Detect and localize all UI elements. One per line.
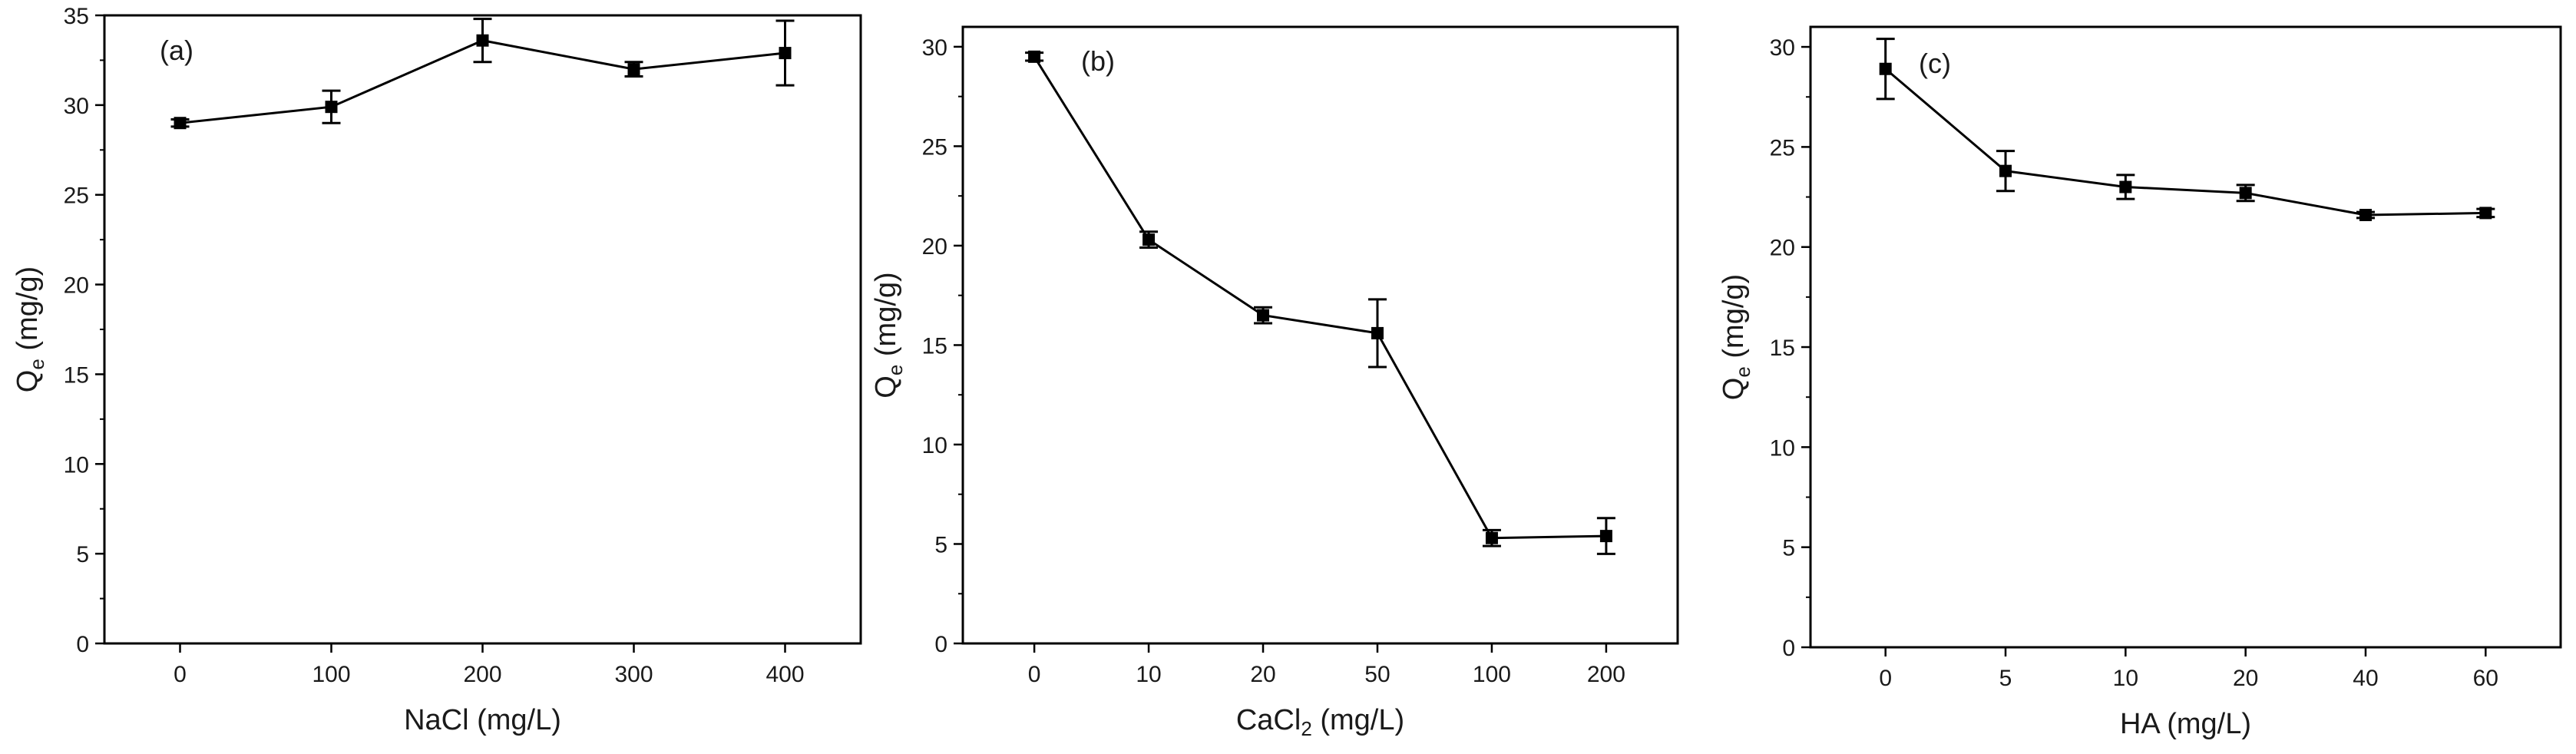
y-tick-label: 0: [934, 632, 947, 657]
y-tick-label: 0: [1782, 636, 1795, 661]
data-point: [779, 47, 792, 60]
x-tick-label: 0: [174, 662, 187, 687]
y-tick-label: 20: [922, 234, 947, 260]
x-tick-label: 200: [463, 662, 501, 687]
panel-b: 0 5 10 15 20 25 30 0 10 20 50 100 200 CaCl2 (mg/L) Qe …: [870, 25, 1679, 740]
x-tick-label: 10: [1136, 662, 1161, 687]
data-point: [2239, 187, 2252, 200]
data-point: [1485, 531, 1498, 544]
panel-c: 0 5 10 15 20 25 30 0 5 10 20 40 60 HA (mg/L) Qe (mg/g)…: [1718, 25, 2562, 740]
x-axis-title: HA (mg/L): [2120, 708, 2251, 740]
x-tick-label: 0: [1879, 666, 1892, 691]
plot-frame: [1809, 25, 2562, 649]
y-tick-label: 10: [922, 433, 947, 458]
plot-frame: [961, 25, 1679, 645]
plot-frame: [103, 14, 862, 645]
y-tick-label: 30: [64, 94, 89, 119]
y-tick-label: 5: [934, 532, 947, 557]
panel-label: (b): [1081, 45, 1115, 77]
y-tick-label: 5: [1782, 536, 1795, 561]
data-point: [2119, 180, 2132, 193]
data-point: [1028, 50, 1041, 63]
panel-label: (c): [1919, 48, 1951, 79]
data-point: [1999, 164, 2012, 177]
x-tick-label: 100: [1473, 662, 1511, 687]
y-tick-label: 10: [64, 452, 89, 478]
y-tick-label: 20: [1770, 236, 1795, 261]
y-tick-label: 0: [76, 632, 89, 657]
x-tick-label: 400: [766, 662, 804, 687]
x-axis-title: CaCl2 (mg/L): [1236, 704, 1404, 740]
x-tick-label: 0: [1028, 662, 1041, 687]
y-tick-label: 30: [922, 35, 947, 61]
data-point: [2479, 207, 2492, 220]
y-tick-label: 35: [64, 4, 89, 29]
y-tick-label: 10: [1770, 435, 1795, 461]
series-line: [1884, 68, 2486, 217]
y-tick-label: 20: [64, 273, 89, 299]
panel-label: (a): [160, 35, 193, 66]
y-tick-label: 15: [922, 333, 947, 359]
x-tick-label: 10: [2113, 666, 2138, 691]
data-point: [1599, 530, 1612, 543]
x-tick-label: 40: [2353, 666, 2378, 691]
y-axis-title: Qe (mg/g): [12, 266, 48, 392]
x-tick-label: 100: [312, 662, 350, 687]
data-point: [2359, 209, 2372, 222]
y-axis-title: Qe (mg/g): [1718, 274, 1754, 400]
x-tick-label: 20: [1250, 662, 1275, 687]
series-line: [1033, 56, 1606, 540]
x-tick-label: 300: [614, 662, 653, 687]
x-tick-label: 200: [1587, 662, 1625, 687]
data-point: [627, 63, 640, 76]
data-point: [1371, 326, 1384, 339]
y-tick-label: 5: [76, 542, 89, 567]
y-axis-title: Qe (mg/g): [870, 272, 907, 398]
panel-a: 0 5 10 15 20 25 30 35 0 100 200 300 400 NaCl (mg/L) Qe…: [12, 4, 862, 736]
y-tick-label: 25: [64, 184, 89, 209]
y-tick-label: 30: [1770, 35, 1795, 61]
y-tick-label: 15: [64, 362, 89, 388]
x-axis-title: NaCl (mg/L): [404, 704, 561, 736]
x-tick-label: 20: [2233, 666, 2258, 691]
data-point: [325, 101, 338, 114]
y-tick-label: 25: [1770, 135, 1795, 160]
data-point: [1879, 62, 1892, 75]
data-point: [1143, 233, 1156, 246]
data-point: [476, 34, 489, 47]
x-tick-label: 60: [2473, 666, 2498, 691]
y-tick-label: 25: [922, 134, 947, 160]
y-tick-label: 15: [1770, 336, 1795, 361]
x-tick-label: 5: [1999, 666, 2012, 691]
data-point: [1257, 309, 1270, 322]
data-point: [174, 117, 187, 130]
x-tick-label: 50: [1364, 662, 1390, 687]
